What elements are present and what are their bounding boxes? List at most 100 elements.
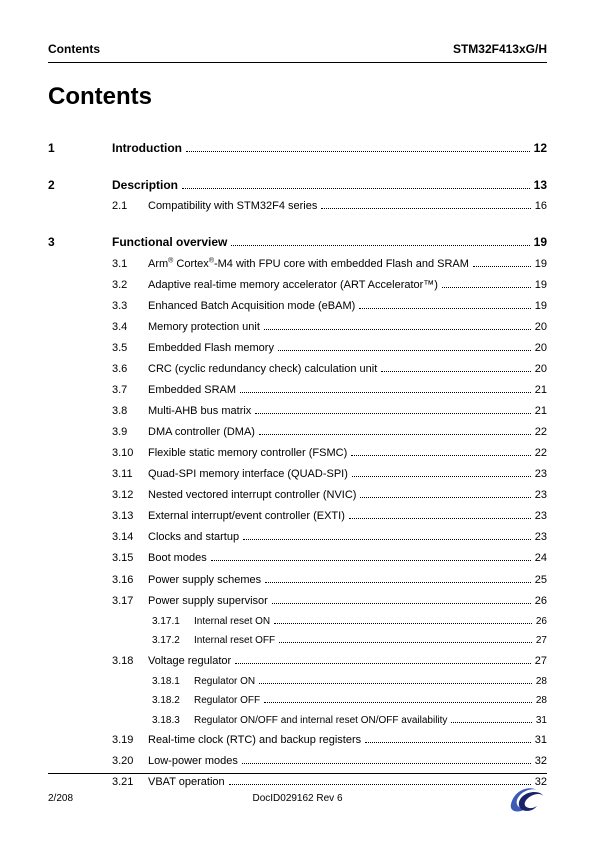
toc-leader [255, 413, 530, 414]
toc-leader [365, 742, 531, 743]
toc-section[interactable]: 3.13External interrupt/event controller … [48, 508, 547, 525]
section-page: 16 [535, 198, 547, 215]
section-page: 27 [535, 653, 547, 670]
section-number: 3.7 [112, 382, 148, 399]
section-title: Memory protection unit [148, 319, 260, 336]
toc-section[interactable]: 3.9DMA controller (DMA)22 [48, 424, 547, 441]
toc-chapter[interactable]: 3Functional overview 19 [48, 233, 547, 252]
toc-leader [352, 476, 531, 477]
toc-subsection[interactable]: 3.17.1Internal reset ON26 [48, 614, 547, 630]
toc-chapter[interactable]: 1Introduction 12 [48, 139, 547, 158]
toc-leader [186, 151, 530, 152]
toc-section[interactable]: 3.11Quad-SPI memory interface (QUAD-SPI)… [48, 466, 547, 483]
section-title: Enhanced Batch Acquisition mode (eBAM) [148, 298, 355, 315]
section-page: 26 [535, 593, 547, 610]
header-right: STM32F413xG/H [453, 42, 547, 56]
chapter-title: Introduction [112, 139, 182, 158]
toc-leader [272, 603, 531, 604]
chapter-number: 3 [48, 233, 112, 252]
section-page: 22 [535, 424, 547, 441]
toc-section[interactable]: 3.16Power supply schemes 25 [48, 572, 547, 589]
subsection-number: 3.17.1 [152, 614, 194, 630]
toc-chapter[interactable]: 2Description13 [48, 176, 547, 195]
toc-section[interactable]: 3.3Enhanced Batch Acquisition mode (eBAM… [48, 298, 547, 315]
section-title: Power supply schemes [148, 572, 261, 589]
chapter-title: Functional overview [112, 233, 227, 252]
page-title: Contents [48, 83, 547, 111]
section-title: Arm® Cortex®-M4 with FPU core with embed… [148, 256, 469, 273]
section-number: 3.2 [112, 277, 148, 294]
section-number: 3.15 [112, 550, 148, 567]
page-header: Contents STM32F413xG/H [48, 42, 547, 63]
section-page: 23 [535, 466, 547, 483]
toc-leader [231, 245, 529, 246]
section-number: 3.5 [112, 340, 148, 357]
toc-section[interactable]: 3.5Embedded Flash memory 20 [48, 340, 547, 357]
toc-section[interactable]: 3.6CRC (cyclic redundancy check) calcula… [48, 361, 547, 378]
toc-leader [381, 371, 530, 372]
section-page: 31 [535, 732, 547, 749]
section-number: 3.11 [112, 466, 148, 483]
toc-section[interactable]: 3.8Multi-AHB bus matrix21 [48, 403, 547, 420]
section-page: 21 [535, 382, 547, 399]
chapter-number: 2 [48, 176, 112, 195]
toc-subsection[interactable]: 3.18.3Regulator ON/OFF and internal rese… [48, 713, 547, 729]
toc-section[interactable]: 3.4Memory protection unit 20 [48, 319, 547, 336]
section-page: 22 [535, 445, 547, 462]
subsection-number: 3.18.2 [152, 693, 194, 709]
section-page: 23 [535, 529, 547, 546]
section-page: 23 [535, 487, 547, 504]
toc-leader [278, 350, 531, 351]
toc-subsection[interactable]: 3.17.2Internal reset OFF27 [48, 633, 547, 649]
section-page: 21 [535, 403, 547, 420]
toc-section[interactable]: 3.14Clocks and startup23 [48, 529, 547, 546]
toc-section[interactable]: 3.15Boot modes24 [48, 550, 547, 567]
toc-subsection[interactable]: 3.18.1Regulator ON28 [48, 674, 547, 690]
toc-section[interactable]: 3.12Nested vectored interrupt controller… [48, 487, 547, 504]
toc-section[interactable]: 3.19Real-time clock (RTC) and backup reg… [48, 732, 547, 749]
section-page: 20 [535, 340, 547, 357]
section-page: 19 [535, 256, 547, 273]
section-title: Compatibility with STM32F4 series [148, 198, 317, 215]
toc-leader [351, 455, 530, 456]
toc-leader [264, 702, 532, 703]
section-title: Embedded Flash memory [148, 340, 274, 357]
section-title: Voltage regulator [148, 653, 231, 670]
section-page: 23 [535, 508, 547, 525]
toc-section[interactable]: 2.1Compatibility with STM32F4 series 16 [48, 198, 547, 215]
section-number: 3.6 [112, 361, 148, 378]
toc-subsection[interactable]: 3.18.2Regulator OFF28 [48, 693, 547, 709]
section-title: Low-power modes [148, 753, 238, 770]
toc-section[interactable]: 3.17Power supply supervisor26 [48, 593, 547, 610]
toc-leader [242, 763, 531, 764]
section-number: 3.9 [112, 424, 148, 441]
toc-section[interactable]: 3.1Arm® Cortex®-M4 with FPU core with em… [48, 256, 547, 273]
chapter-number: 1 [48, 139, 112, 158]
toc-leader [279, 642, 532, 643]
toc-section[interactable]: 3.7Embedded SRAM21 [48, 382, 547, 399]
section-page: 19 [535, 298, 547, 315]
toc-leader [349, 518, 531, 519]
toc-section[interactable]: 3.20Low-power modes32 [48, 753, 547, 770]
section-page: 32 [535, 753, 547, 770]
section-number: 2.1 [112, 198, 148, 215]
section-number: 3.17 [112, 593, 148, 610]
chapter-page: 19 [534, 233, 547, 252]
section-page: 20 [535, 361, 547, 378]
toc-leader [321, 208, 530, 209]
subsection-page: 31 [536, 713, 547, 729]
section-number: 3.14 [112, 529, 148, 546]
chapter-page: 12 [534, 139, 547, 158]
page-footer: 2/208 DocID029162 Rev 6 [48, 773, 547, 812]
toc-section[interactable]: 3.2Adaptive real-time memory accelerator… [48, 277, 547, 294]
section-title: CRC (cyclic redundancy check) calculatio… [148, 361, 377, 378]
section-page: 25 [535, 572, 547, 589]
toc-leader [442, 287, 531, 288]
header-left: Contents [48, 42, 100, 56]
toc-section[interactable]: 3.10Flexible static memory controller (F… [48, 445, 547, 462]
section-number: 3.16 [112, 572, 148, 589]
toc-section[interactable]: 3.18Voltage regulator27 [48, 653, 547, 670]
toc-leader [451, 722, 531, 723]
section-number: 3.4 [112, 319, 148, 336]
section-page: 20 [535, 319, 547, 336]
